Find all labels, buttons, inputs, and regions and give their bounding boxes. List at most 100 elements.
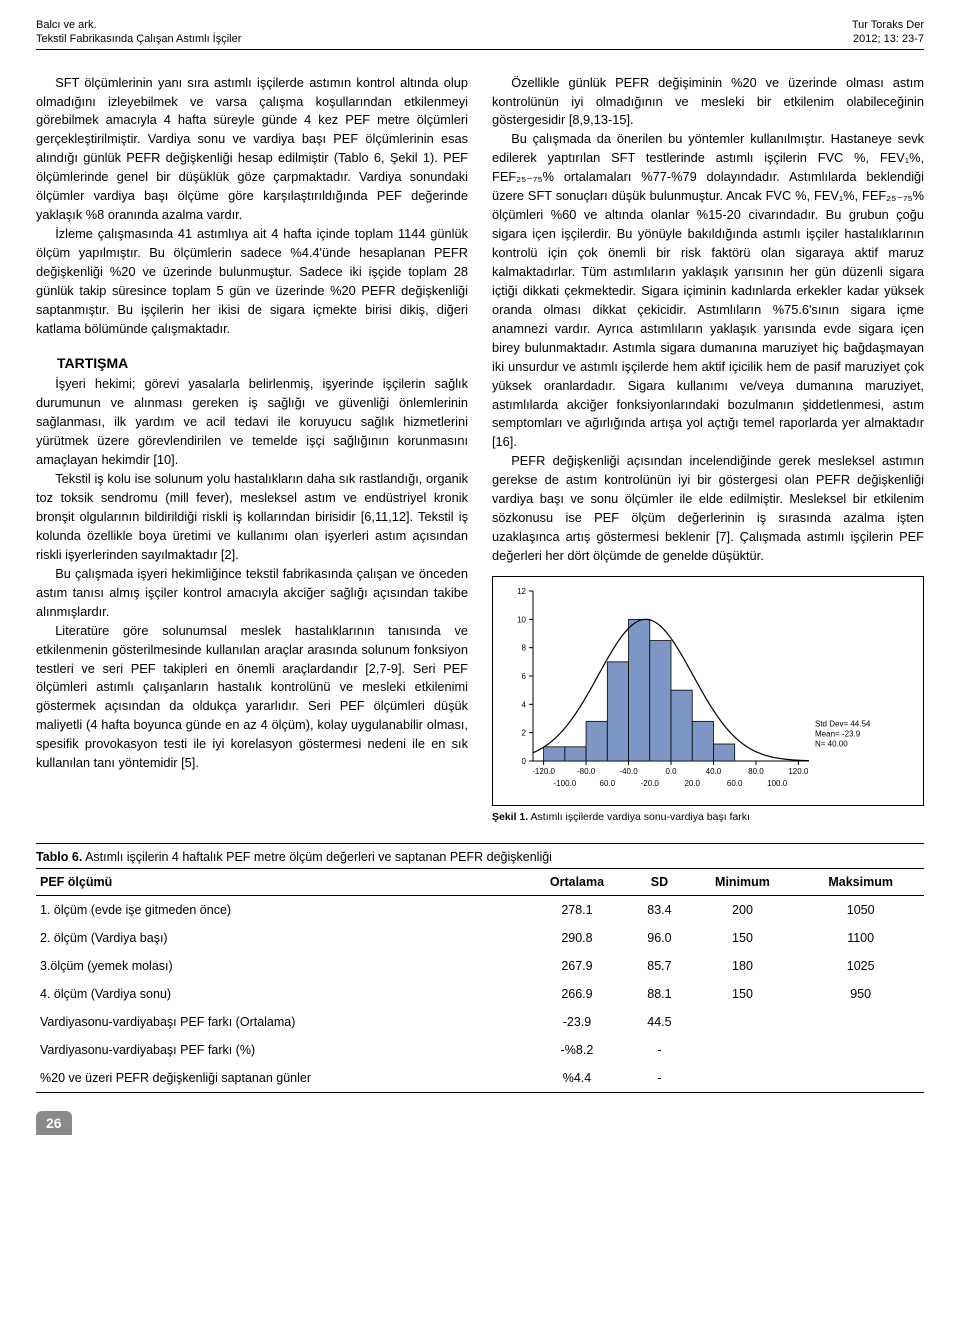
table-row: Vardiyasonu-vardiyabaşı PEF farkı (Ortal… [36, 1008, 924, 1036]
header-issue: 2012; 13: 23-7 [852, 32, 924, 46]
para: PEFR değişkenliği açısından incelendiğin… [492, 452, 924, 566]
svg-text:4: 4 [522, 700, 527, 709]
table-cell: 1050 [797, 896, 924, 925]
svg-text:100.0: 100.0 [767, 779, 788, 788]
table-cell: 278.1 [523, 896, 632, 925]
table-row: 4. ölçüm (Vardiya sonu)266.988.1150950 [36, 980, 924, 1008]
table-cell: 1025 [797, 952, 924, 980]
table-cell: -23.9 [523, 1008, 632, 1036]
table-cell: 85.7 [631, 952, 687, 980]
table-cell [797, 1008, 924, 1036]
table-cell: - [631, 1064, 687, 1092]
table-col-header: SD [631, 869, 687, 896]
table-cell: %4.4 [523, 1064, 632, 1092]
table-col-header: Minimum [688, 869, 798, 896]
svg-text:10: 10 [517, 615, 526, 624]
body-columns: SFT ölçümlerinin yanı sıra astımlı işçil… [36, 74, 924, 826]
table-cell: 150 [688, 980, 798, 1008]
table-cell [797, 1036, 924, 1064]
para: SFT ölçümlerinin yanı sıra astımlı işçil… [36, 74, 468, 226]
svg-text:8: 8 [522, 644, 527, 653]
svg-text:0.0: 0.0 [665, 767, 677, 776]
svg-text:6: 6 [522, 672, 527, 681]
figure-1: 024681012-120.0-80.0-40.00.040.080.0120.… [492, 576, 924, 806]
svg-text:-80.0: -80.0 [577, 767, 596, 776]
table-cell: 1100 [797, 924, 924, 952]
para: İzleme çalışmasında 41 astımlıya ait 4 h… [36, 225, 468, 339]
svg-text:40.0: 40.0 [706, 767, 722, 776]
table-cell: 266.9 [523, 980, 632, 1008]
table-cell [688, 1008, 798, 1036]
figure-label: Şekil 1. [492, 811, 528, 823]
para: Tekstil iş kolu ise solunum yolu hastalı… [36, 470, 468, 565]
table-row: Vardiyasonu-vardiyabaşı PEF farkı (%)-%8… [36, 1036, 924, 1064]
table-row: 1. ölçüm (evde işe gitmeden önce)278.183… [36, 896, 924, 925]
table-cell: 950 [797, 980, 924, 1008]
svg-text:80.0: 80.0 [748, 767, 764, 776]
table-cell: 200 [688, 896, 798, 925]
table-cell: 83.4 [631, 896, 687, 925]
table-cell: 290.8 [523, 924, 632, 952]
svg-text:120.0: 120.0 [788, 767, 809, 776]
right-column: Özellikle günlük PEFR değişiminin %20 ve… [492, 74, 924, 826]
svg-text:2: 2 [522, 729, 527, 738]
histogram-chart: 024681012-120.0-80.0-40.00.040.080.0120.… [499, 585, 899, 795]
table-row: %20 ve üzeri PEFR değişkenliği saptanan … [36, 1064, 924, 1092]
table-col-header: PEF ölçümü [36, 869, 523, 896]
table-cell [688, 1064, 798, 1092]
table-cell: Vardiyasonu-vardiyabaşı PEF farkı (%) [36, 1036, 523, 1064]
table-cell [797, 1064, 924, 1092]
header-left: Balcı ve ark. Tekstil Fabrikasında Çalış… [36, 18, 241, 47]
table-cell [688, 1036, 798, 1064]
left-column: SFT ölçümlerinin yanı sıra astımlı işçil… [36, 74, 468, 826]
table-col-header: Ortalama [523, 869, 632, 896]
svg-text:-40.0: -40.0 [619, 767, 638, 776]
table-6: Tablo 6. Astımlı işçilerin 4 haftalık PE… [36, 843, 924, 1093]
table-cell: 3.ölçüm (yemek molası) [36, 952, 523, 980]
header-title: Tekstil Fabrikasında Çalışan Astımlı İşç… [36, 32, 241, 46]
svg-text:Std Dev= 44.54: Std Dev= 44.54 [815, 720, 871, 729]
svg-text:12: 12 [517, 587, 526, 596]
table-cell: %20 ve üzeri PEFR değişkenliği saptanan … [36, 1064, 523, 1092]
para: Bu çalışmada da önerilen bu yöntemler ku… [492, 130, 924, 452]
svg-text:-20.0: -20.0 [641, 779, 660, 788]
header-right: Tur Toraks Der 2012; 13: 23-7 [852, 18, 924, 47]
para: Bu çalışmada işyeri hekimliğince tekstil… [36, 565, 468, 622]
table-row: 2. ölçüm (Vardiya başı)290.896.01501100 [36, 924, 924, 952]
table-cell: 44.5 [631, 1008, 687, 1036]
para: Literatüre göre solunumsal meslek hastal… [36, 622, 468, 774]
svg-text:N= 40.00: N= 40.00 [815, 740, 848, 749]
table-6-grid: PEF ölçümüOrtalamaSDMinimumMaksimum 1. ö… [36, 869, 924, 1092]
table-col-header: Maksimum [797, 869, 924, 896]
svg-text:-100.0: -100.0 [554, 779, 577, 788]
header-authors: Balcı ve ark. [36, 18, 241, 32]
para: Özellikle günlük PEFR değişiminin %20 ve… [492, 74, 924, 131]
table-cell: 96.0 [631, 924, 687, 952]
figure-caption-text: Astımlı işçilerde vardiya sonu-vardiya b… [528, 811, 750, 823]
figure-1-caption: Şekil 1. Astımlı işçilerde vardiya sonu-… [492, 810, 924, 826]
table-cell: 4. ölçüm (Vardiya sonu) [36, 980, 523, 1008]
para: İşyeri hekimi; görevi yasalarla belirlen… [36, 375, 468, 470]
table-cell: 150 [688, 924, 798, 952]
table-cell: 1. ölçüm (evde işe gitmeden önce) [36, 896, 523, 925]
header-journal: Tur Toraks Der [852, 18, 924, 32]
table-row: 3.ölçüm (yemek molası)267.985.71801025 [36, 952, 924, 980]
table-cell: - [631, 1036, 687, 1064]
table-cell: 267.9 [523, 952, 632, 980]
svg-text:60.0: 60.0 [727, 779, 743, 788]
svg-text:20.0: 20.0 [684, 779, 700, 788]
table-cell: 2. ölçüm (Vardiya başı) [36, 924, 523, 952]
section-title-tartisma: TARTIŞMA [36, 353, 468, 374]
table-cell: 88.1 [631, 980, 687, 1008]
table-title-text: Astımlı işçilerin 4 haftalık PEF metre ö… [82, 850, 552, 864]
page-number-badge: 26 [36, 1111, 72, 1135]
table-cell: 180 [688, 952, 798, 980]
table-cell: -%8.2 [523, 1036, 632, 1064]
table-6-title: Tablo 6. Astımlı işçilerin 4 haftalık PE… [36, 844, 924, 869]
page-header: Balcı ve ark. Tekstil Fabrikasında Çalış… [36, 18, 924, 50]
table-cell: Vardiyasonu-vardiyabaşı PEF farkı (Ortal… [36, 1008, 523, 1036]
svg-text:Mean= -23.9: Mean= -23.9 [815, 730, 861, 739]
table-label: Tablo 6. [36, 850, 82, 864]
svg-text:60.0: 60.0 [600, 779, 616, 788]
svg-text:-120.0: -120.0 [532, 767, 555, 776]
